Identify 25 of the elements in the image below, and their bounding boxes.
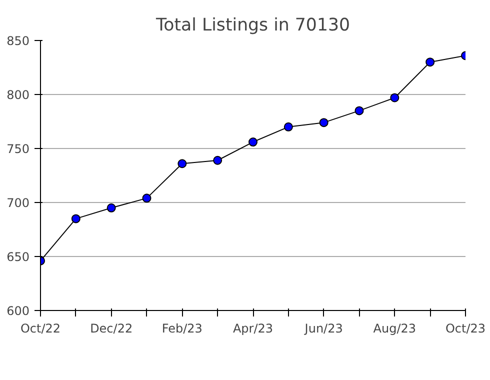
y-tick-label: 600 <box>6 304 30 318</box>
point <box>390 93 400 102</box>
x-tick-label: Oct/23 <box>445 322 486 336</box>
chart-title: Total Listings in 70130 <box>154 16 350 36</box>
point <box>354 106 364 116</box>
y-tick-label: 650 <box>6 250 30 264</box>
x-tick-label: Dec/22 <box>90 322 133 336</box>
x-tick-label: Apr/23 <box>232 322 274 336</box>
x-tick-label: Jun/23 <box>304 322 343 336</box>
point <box>142 194 152 203</box>
point <box>284 122 293 132</box>
point <box>248 138 258 147</box>
point <box>426 58 435 67</box>
x-tick-label: Oct/22 <box>20 322 61 336</box>
y-tick-label: 800 <box>6 88 30 102</box>
y-tick-label: 750 <box>6 142 30 156</box>
point <box>106 203 116 212</box>
y-tick-label: 850 <box>6 34 30 48</box>
point <box>71 214 80 224</box>
x-tick-label: Feb/23 <box>162 322 202 336</box>
point <box>213 156 222 165</box>
point <box>178 159 187 168</box>
point <box>319 118 328 128</box>
y-tick-label: 700 <box>6 196 30 210</box>
x-tick-label: Aug/23 <box>373 322 416 336</box>
